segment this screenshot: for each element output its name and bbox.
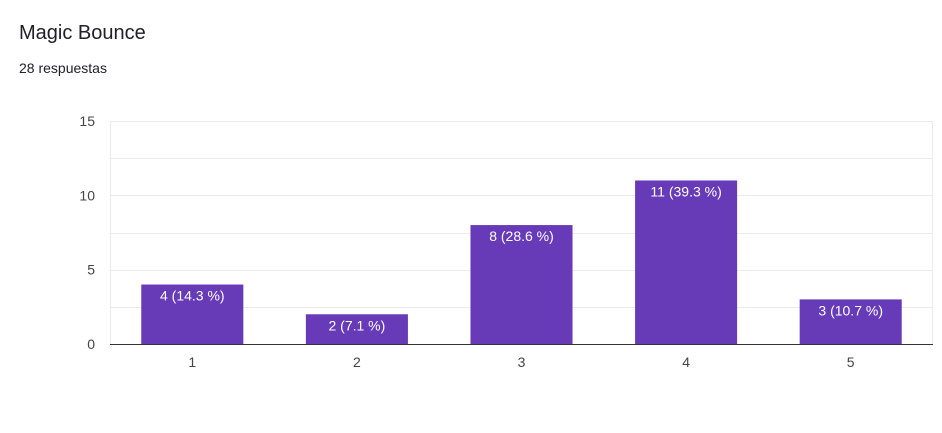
bar-4: [635, 180, 738, 344]
bar-1: [141, 284, 244, 344]
bar-3: [470, 225, 573, 344]
bar-data-label: 11 (39.3 %): [650, 183, 721, 199]
response-count: 28 respuestas: [19, 60, 107, 76]
y-tick-label: 0: [87, 336, 95, 352]
x-tick-label: 1: [188, 354, 196, 370]
gridlines: [110, 121, 933, 344]
x-tick-label: 2: [353, 354, 361, 370]
bar-2: [305, 314, 408, 344]
bar-data-label: 3 (10.7 %): [818, 302, 883, 318]
bar-data-label: 2 (7.1 %): [328, 317, 385, 333]
y-axis-ticks: 0 5 10 15: [79, 113, 95, 352]
bar-data-label: 4 (14.3 %): [160, 288, 225, 304]
x-tick-label: 3: [518, 354, 526, 370]
y-tick-label: 5: [87, 262, 95, 278]
x-tick-label: 4: [682, 354, 690, 370]
bar-data-label: 8 (28.6 %): [489, 228, 554, 244]
x-axis-ticks: 1 2 3 4 5: [188, 354, 854, 370]
chart-title: Magic Bounce: [19, 22, 146, 44]
y-tick-label: 10: [79, 187, 95, 203]
y-tick-label: 15: [79, 113, 95, 129]
bars: 4 (14.3 %) 2 (7.1 %) 8 (28.6 %) 11 (39.3 %)…: [141, 180, 902, 344]
bar-5: [799, 299, 902, 344]
x-tick-label: 5: [847, 354, 855, 370]
